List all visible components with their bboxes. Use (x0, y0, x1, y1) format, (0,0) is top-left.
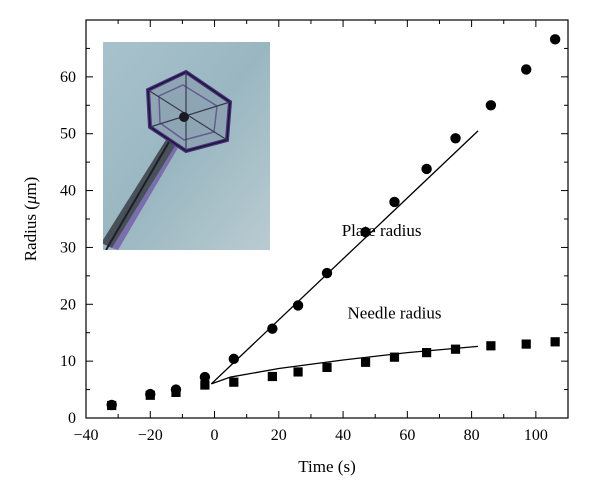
circle-point (267, 323, 278, 334)
square-point (200, 380, 210, 390)
square-point (293, 367, 303, 377)
square-point (229, 377, 239, 387)
x-tick-label: 0 (211, 427, 219, 444)
annotations: Plate radius Needle radius (342, 221, 442, 322)
circle-point (421, 163, 432, 175)
x-axis-label: Time (s) (298, 457, 355, 476)
square-point (521, 339, 531, 349)
x-tick-label: −40 (73, 427, 98, 444)
y-tick-label: 30 (60, 239, 76, 256)
y-tick-label: 50 (60, 126, 76, 143)
y-tick-label: 20 (60, 296, 76, 313)
needle-fit (211, 345, 479, 385)
y-tick-label: 40 (60, 183, 76, 200)
square-point (267, 371, 277, 382)
square-point (322, 362, 332, 372)
inset-photo (103, 42, 270, 250)
square-point (360, 357, 371, 367)
circle-point (549, 34, 561, 45)
circle-point (199, 371, 211, 383)
y-tick-label: 10 (60, 353, 76, 370)
square-point (422, 348, 432, 358)
x-tick-label: 100 (524, 427, 548, 444)
circle-point (485, 100, 497, 111)
plate-fit (210, 130, 479, 385)
x-tick-label: 60 (399, 427, 415, 444)
square-point (107, 400, 117, 411)
y-tick-label: 0 (68, 410, 76, 427)
x-tick-label: 80 (464, 427, 480, 444)
square-point (145, 390, 155, 400)
y-tick-label: 60 (60, 69, 76, 86)
annotation-needle: Needle radius (348, 304, 442, 323)
square-point (389, 352, 400, 362)
annotation-plate: Plate radius (342, 221, 422, 240)
data-points (106, 34, 561, 411)
circle-point (228, 353, 240, 365)
x-tick-label: 40 (335, 427, 351, 444)
circle-point (360, 226, 371, 238)
plot-axes: −40 −20 0 20 40 60 80 100 0 10 20 30 40 50 60 (60, 19, 569, 444)
x-tick-label: −20 (138, 427, 163, 444)
square-point (486, 341, 496, 351)
square-point (450, 344, 461, 354)
square-point (550, 337, 560, 347)
square-point (171, 387, 181, 398)
circle-point (521, 64, 532, 75)
circle-point (292, 300, 304, 311)
circle-point (389, 196, 400, 208)
x-tick-label: 20 (271, 427, 287, 444)
y-axis-label: Radius (μm) (21, 177, 40, 262)
circle-point (450, 133, 461, 144)
fit-lines (210, 130, 479, 385)
circle-point (321, 267, 333, 279)
